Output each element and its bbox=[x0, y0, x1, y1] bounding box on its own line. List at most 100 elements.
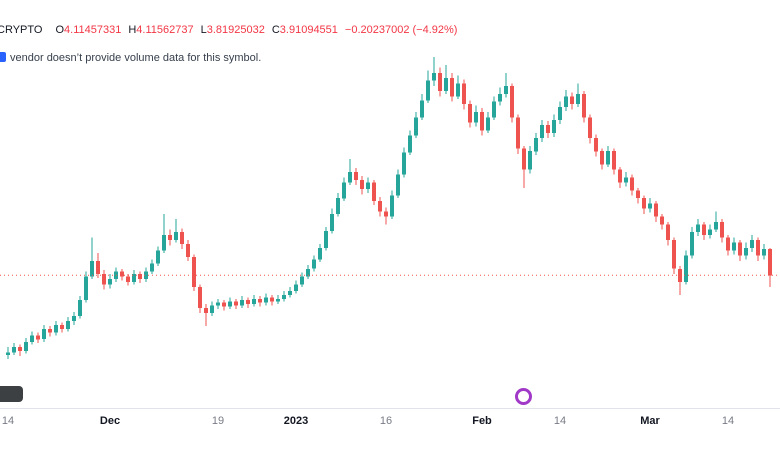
candle-down bbox=[594, 138, 598, 152]
candle-up bbox=[528, 151, 532, 170]
purple-ring-decoration bbox=[515, 388, 532, 405]
candle-up bbox=[606, 151, 610, 165]
candle-up bbox=[474, 112, 478, 123]
time-axis-label: Mar bbox=[640, 415, 660, 427]
candle-up bbox=[708, 229, 712, 235]
candle-up bbox=[684, 255, 688, 282]
candle-down bbox=[630, 177, 634, 191]
candle-down bbox=[372, 182, 376, 201]
candle-up bbox=[228, 301, 232, 307]
candle-down bbox=[354, 172, 358, 180]
candle-up bbox=[336, 198, 340, 214]
time-axis-label: Dec bbox=[99, 415, 121, 427]
candle-up bbox=[366, 182, 370, 190]
candle-up bbox=[6, 352, 10, 355]
candle-up bbox=[348, 172, 352, 183]
candle-up bbox=[324, 230, 328, 248]
symbol-legend[interactable]: CRYPTO O4.11457331 H4.11562737 L3.81925032 C… bbox=[0, 24, 457, 36]
candle-up bbox=[216, 302, 220, 306]
candle-down bbox=[360, 180, 364, 190]
candle-up bbox=[714, 221, 718, 230]
candle-down bbox=[636, 190, 640, 199]
high-label: H bbox=[128, 24, 137, 36]
close-label: C bbox=[271, 24, 280, 36]
candle-down bbox=[180, 232, 184, 244]
candle-up bbox=[552, 119, 556, 133]
candle-up bbox=[132, 274, 136, 282]
candle-up bbox=[456, 83, 460, 97]
candle-down bbox=[36, 335, 40, 340]
candle-up bbox=[54, 324, 58, 333]
ohlc-close: C3.91094551 bbox=[272, 24, 338, 36]
time-axis-label: 14 bbox=[1, 415, 15, 427]
time-axis[interactable]: 14 Dec 19 2023 16 Feb 14 Mar 14 bbox=[0, 408, 780, 470]
candle-down bbox=[246, 300, 250, 304]
time-axis-label: 14 bbox=[553, 415, 567, 427]
candle-down bbox=[378, 200, 382, 212]
candle-down bbox=[768, 249, 772, 276]
candle-up bbox=[732, 242, 736, 251]
info-icon bbox=[0, 52, 6, 62]
candle-down bbox=[612, 151, 616, 170]
candle-down bbox=[258, 298, 262, 303]
candle-down bbox=[726, 237, 730, 251]
candle-down bbox=[702, 224, 706, 235]
candle-up bbox=[534, 138, 538, 152]
candle-up bbox=[504, 86, 508, 94]
candle-down bbox=[660, 216, 664, 225]
candle-down bbox=[672, 240, 676, 269]
candle-down bbox=[204, 307, 208, 314]
candle-down bbox=[654, 203, 658, 217]
candle-up bbox=[30, 335, 34, 342]
time-axis-label: 14 bbox=[721, 415, 735, 427]
candle-up bbox=[24, 341, 28, 351]
candle-up bbox=[150, 263, 154, 272]
candle-down bbox=[48, 328, 52, 333]
candle-down bbox=[270, 297, 274, 302]
candle-down bbox=[138, 274, 142, 280]
candle-down bbox=[192, 257, 196, 287]
notice-text: vendor doesn’t provide volume data for t… bbox=[10, 52, 262, 64]
candle-up bbox=[12, 347, 16, 353]
open-value: 4.11457331 bbox=[64, 24, 122, 36]
candle-up bbox=[174, 232, 178, 240]
candle-up bbox=[396, 174, 400, 196]
candle-up bbox=[744, 247, 748, 256]
candle-down bbox=[168, 234, 172, 240]
high-value: 4.11562737 bbox=[136, 24, 194, 36]
time-axis-label: 2023 bbox=[283, 415, 309, 427]
candle-up bbox=[444, 78, 448, 92]
ohlc-low: L3.81925032 bbox=[201, 24, 265, 36]
candle-up bbox=[318, 247, 322, 260]
candle-up bbox=[264, 297, 268, 303]
candle-down bbox=[120, 271, 124, 277]
symbol-name-fragment[interactable]: CRYPTO bbox=[0, 24, 43, 36]
candle-up bbox=[252, 298, 256, 304]
candle-down bbox=[222, 302, 226, 307]
candle-up bbox=[108, 279, 112, 285]
candle-up bbox=[144, 271, 148, 280]
candle-up bbox=[276, 298, 280, 302]
candle-up bbox=[66, 321, 70, 329]
candle-up bbox=[78, 300, 82, 316]
time-axis-label: 16 bbox=[379, 415, 393, 427]
candle-up bbox=[390, 195, 394, 217]
close-value: 3.91094551 bbox=[279, 24, 338, 36]
candle-down bbox=[102, 274, 106, 285]
candle-up bbox=[624, 177, 628, 183]
candle-up bbox=[690, 232, 694, 256]
candle-down bbox=[60, 324, 64, 329]
candle-up bbox=[564, 96, 568, 107]
candle-up bbox=[342, 182, 346, 199]
candle-down bbox=[126, 276, 130, 282]
candle-down bbox=[510, 86, 514, 118]
candle-down bbox=[18, 347, 22, 351]
candle-up bbox=[240, 300, 244, 306]
candle-up bbox=[558, 106, 562, 120]
candle-down bbox=[570, 96, 574, 105]
candle-up bbox=[576, 93, 580, 105]
candle-up bbox=[408, 135, 412, 153]
candle-up bbox=[426, 80, 430, 101]
